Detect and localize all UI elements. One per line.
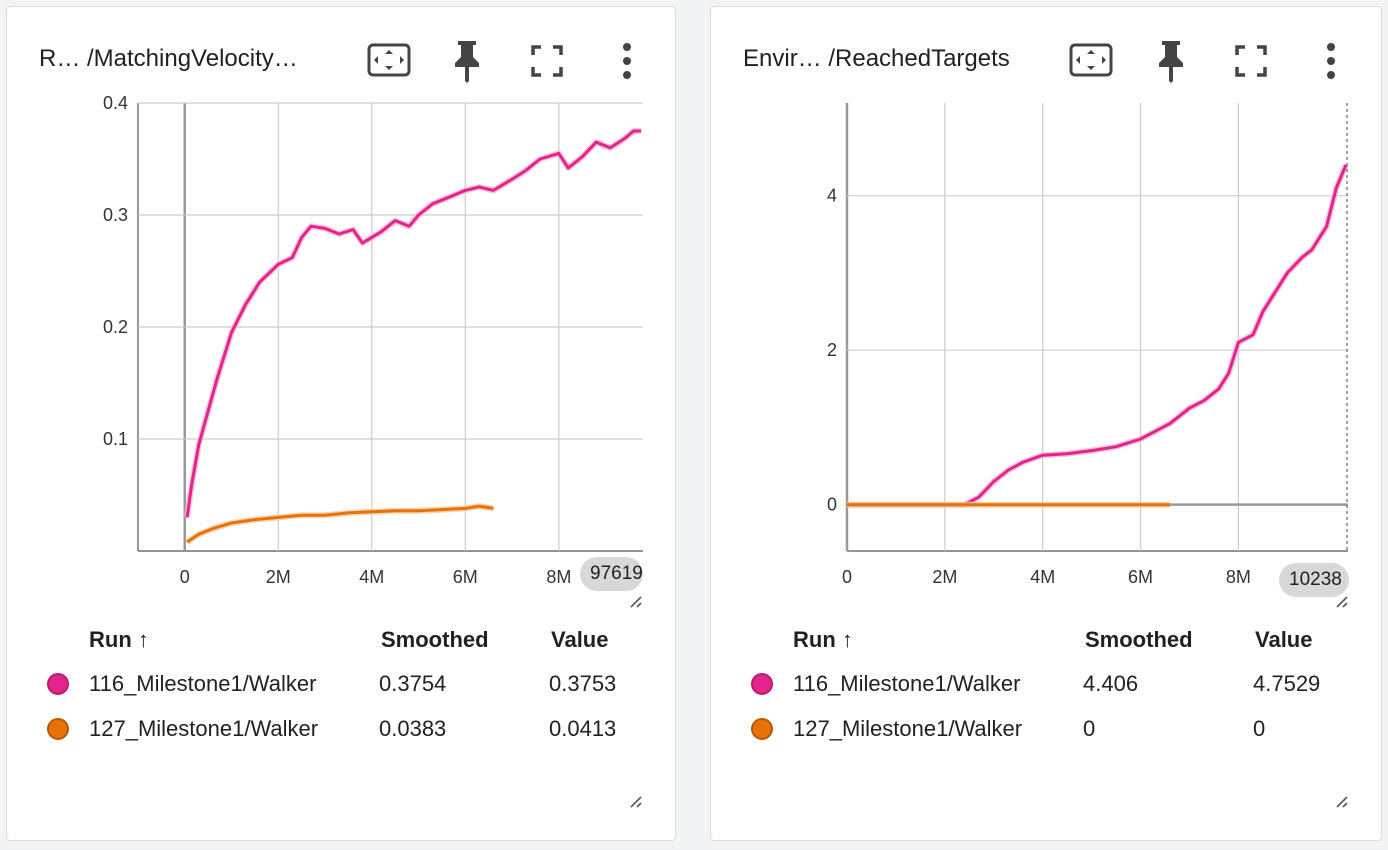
hover-step-badge: 97619 — [580, 557, 643, 591]
run-name: 127_Milestone1/Walker — [793, 716, 1023, 741]
y-tick-label: 2 — [827, 340, 837, 360]
x-tick-label: 0 — [180, 567, 190, 587]
table-header-smoothed: Smoothed — [1085, 627, 1193, 652]
series-line — [186, 504, 494, 544]
run-value: 0 — [1253, 716, 1266, 741]
run-value: 0.3753 — [549, 671, 617, 696]
fullscreen-button[interactable] — [521, 35, 573, 87]
y-tick-label: 0 — [827, 495, 837, 515]
run-color-dot — [751, 718, 773, 740]
pin-button[interactable] — [1145, 35, 1197, 87]
run-name: 116_Milestone1/Walker — [793, 671, 1021, 696]
resize-handle-icon — [1336, 596, 1348, 608]
fullscreen-button[interactable] — [1225, 35, 1277, 87]
fullscreen-icon — [531, 45, 563, 77]
run-smoothed: 0 — [1083, 716, 1096, 741]
run-smoothed: 4.406 — [1083, 671, 1139, 696]
card-resize-handle[interactable] — [627, 793, 643, 809]
chart-resize-handle[interactable] — [627, 593, 643, 609]
x-tick-label: 6M — [453, 567, 478, 587]
more-options-button[interactable] — [601, 35, 653, 87]
table-header-value: Value — [551, 627, 609, 652]
run-color-dot — [47, 718, 69, 740]
chart-resize-handle[interactable] — [1333, 593, 1349, 609]
pin-icon — [1159, 41, 1183, 83]
run-smoothed: 0.0383 — [379, 716, 447, 741]
table-header-smoothed: Smoothed — [381, 627, 489, 652]
scalar-card-matching-velocity: R… /MatchingVelocity… 0 2M 4M 6M 8M 0.1 0.2 0.3… — [6, 6, 676, 841]
pin-button[interactable] — [441, 35, 493, 87]
x-tick-label: 2M — [932, 567, 957, 587]
x-tick-label: 4M — [359, 567, 384, 587]
line-chart[interactable]: 0 2M 4M 6M 8M 0 2 4 — [711, 7, 1383, 617]
run-color-dot — [751, 673, 773, 695]
table-header-run[interactable]: Run ↑ — [89, 627, 149, 652]
x-tick-label: 4M — [1030, 567, 1055, 587]
run-smoothed: 0.3754 — [379, 671, 447, 696]
x-tick-label: 8M — [1226, 567, 1251, 587]
more-options-button[interactable] — [1305, 35, 1357, 87]
resize-handle-icon — [630, 796, 642, 808]
line-chart[interactable]: 0 2M 4M 6M 8M 0.1 0.2 0.3 0.4 — [7, 7, 677, 617]
series-line — [185, 129, 642, 518]
hover-step-badge: 10238 — [1279, 563, 1349, 597]
card-title: Envir… /ReachedTargets — [743, 45, 1010, 72]
y-tick-label: 0.4 — [103, 93, 128, 113]
fit-domain-icon — [367, 43, 411, 77]
x-tick-label: 6M — [1128, 567, 1153, 587]
run-color-dot — [47, 673, 69, 695]
series-raw-line — [184, 128, 642, 518]
run-value: 4.7529 — [1253, 671, 1321, 696]
fit-domain-button[interactable] — [363, 35, 415, 87]
card-resize-handle[interactable] — [1333, 793, 1349, 809]
fullscreen-icon — [1235, 45, 1267, 77]
series-line — [847, 164, 1348, 507]
y-tick-label: 0.2 — [103, 317, 128, 337]
resize-handle-icon — [630, 596, 642, 608]
more-vert-icon — [623, 43, 631, 79]
resize-handle-icon — [1336, 796, 1348, 808]
pin-icon — [455, 41, 479, 83]
more-vert-icon — [1327, 43, 1335, 79]
fit-domain-icon — [1069, 43, 1113, 77]
y-tick-label: 0.3 — [103, 205, 128, 225]
y-tick-label: 4 — [827, 186, 837, 206]
run-name: 116_Milestone1/Walker — [89, 671, 317, 696]
run-value: 0.0413 — [549, 716, 617, 741]
x-tick-label: 2M — [266, 567, 291, 587]
series-raw-line — [847, 163, 1348, 508]
run-name: 127_Milestone1/Walker — [89, 716, 319, 741]
card-title: R… /MatchingVelocity… — [39, 45, 298, 72]
table-header-run[interactable]: Run ↑ — [793, 627, 853, 652]
table-header-value: Value — [1255, 627, 1313, 652]
x-tick-label: 8M — [546, 567, 571, 587]
y-tick-label: 0.1 — [103, 429, 128, 449]
x-tick-label: 0 — [842, 567, 852, 587]
scalar-card-reached-targets: Envir… /ReachedTargets 0 2M 4M 6M 8M 0 2 4 1023… — [710, 6, 1382, 841]
fit-domain-button[interactable] — [1065, 35, 1117, 87]
